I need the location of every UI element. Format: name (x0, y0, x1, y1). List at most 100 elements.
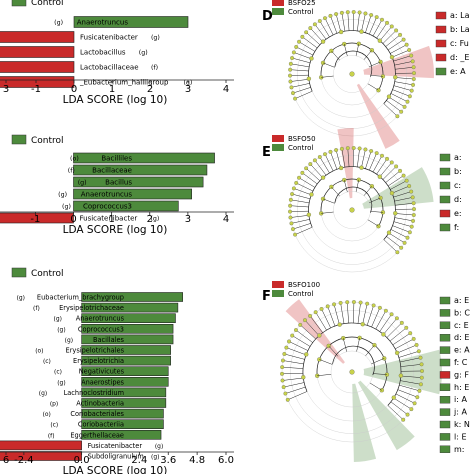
leaf-node (289, 85, 294, 90)
bar (73, 188, 192, 200)
internal-node (320, 39, 326, 44)
branch (390, 44, 407, 54)
internal-node (320, 175, 326, 180)
leaf-node (407, 48, 412, 52)
leaf-node (280, 371, 284, 376)
branch (365, 14, 372, 33)
ring (297, 155, 407, 265)
branch (393, 85, 412, 91)
leaf-node (300, 170, 305, 175)
branch (369, 153, 377, 171)
branch (310, 163, 324, 179)
key-label: k: N (454, 420, 470, 429)
leaf-node (371, 303, 376, 308)
leaf-node (408, 331, 413, 336)
bar-tag: (g) (62, 204, 71, 211)
branch (296, 46, 314, 56)
branch (371, 307, 381, 328)
leaf-node (415, 395, 420, 400)
key-label: c: Fu (450, 39, 469, 48)
leaf-node (395, 250, 400, 255)
branch (321, 308, 331, 328)
branch (341, 12, 346, 32)
leaf-node (363, 11, 368, 16)
branch (352, 148, 354, 167)
bar-tag: (f) (48, 432, 55, 439)
branch (293, 188, 312, 196)
branch (304, 319, 320, 336)
key-label: i: A (454, 395, 467, 404)
leaf-node (418, 355, 423, 360)
x-tick-label: 4 (223, 84, 229, 95)
leaf-node (401, 173, 406, 178)
leaf-node (351, 146, 356, 150)
leaf-node (288, 61, 293, 66)
x-tick-label: -1 (31, 84, 41, 95)
legend-swatch (272, 8, 284, 15)
leaf-node (405, 99, 410, 104)
leaf-node (312, 158, 317, 163)
branch (341, 148, 346, 168)
leaf-node (383, 308, 388, 313)
leaf-node (395, 114, 400, 119)
internal-node (389, 190, 395, 196)
leaf-node (365, 301, 370, 306)
branch (314, 24, 327, 40)
branch (365, 150, 372, 169)
key-swatch (439, 296, 451, 305)
leaf-node (405, 412, 410, 417)
leaf-node (288, 209, 292, 214)
bar (73, 152, 215, 164)
bar-tag: (g) (58, 192, 67, 199)
branch (290, 63, 310, 68)
branch (372, 19, 383, 37)
bar-label: Eubacterium_brachygroup (37, 294, 124, 302)
branch (321, 75, 334, 78)
branch (395, 202, 414, 206)
leaf-node (351, 10, 356, 14)
branch (282, 366, 304, 369)
branch (287, 391, 308, 401)
leaf-node (385, 156, 389, 161)
leaf-node (411, 65, 416, 70)
branch (393, 191, 412, 198)
branch (322, 198, 335, 204)
x-tick-label: 3 (3, 84, 9, 95)
branch (298, 41, 316, 52)
ring (333, 55, 371, 93)
x-tick-label: 6.0 (218, 455, 234, 466)
branch (353, 302, 355, 324)
branch (356, 337, 360, 352)
x-axis-label: LDA SCORE (log 10) (63, 94, 168, 106)
bar-label: Lactobacillaceae (80, 64, 139, 72)
leaf-node (409, 224, 414, 229)
branch (292, 87, 311, 94)
bar-tag: (g) (39, 390, 47, 397)
x-tick-label: 2 (147, 214, 153, 225)
branch (314, 160, 327, 176)
bar (0, 31, 75, 43)
leaf-node (339, 146, 344, 151)
internal-node (391, 395, 396, 400)
branch (382, 30, 397, 44)
branch (319, 20, 330, 38)
leaf-node (297, 39, 302, 44)
leaf-node (289, 221, 294, 226)
lda-panel-3: Control Eubacterium_brachygroup (g) Erysipe… (0, 267, 234, 474)
bar-label: Fusicatenibacter (80, 215, 138, 223)
legend-label: Control (31, 0, 64, 8)
branch (386, 100, 402, 112)
bar (81, 313, 176, 324)
bar (81, 302, 179, 313)
leaf-node (338, 300, 343, 305)
x-tick-label: -2.4 (14, 455, 34, 466)
internal-node (377, 174, 382, 179)
leaf-node (308, 162, 313, 167)
x-tick-label: 1 (108, 214, 114, 225)
leaf-node (280, 358, 285, 363)
key-label: e: A (454, 346, 470, 355)
branch (357, 302, 361, 324)
tree-branches (280, 300, 424, 422)
